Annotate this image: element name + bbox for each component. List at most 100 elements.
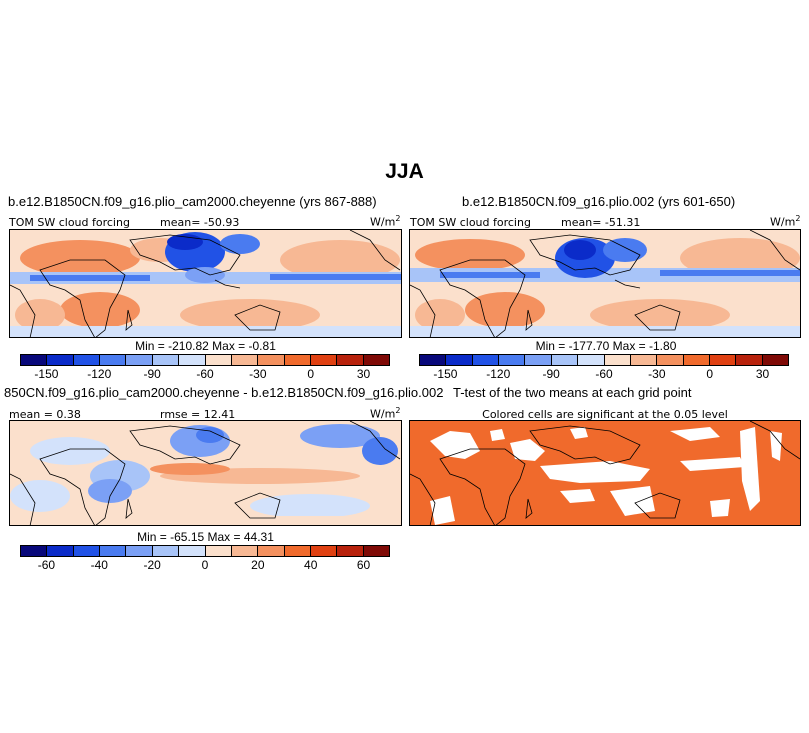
colorbar-box <box>337 355 364 365</box>
colorbar-tick-label: 30 <box>755 367 770 381</box>
colorbar-box <box>231 546 259 556</box>
panel1-units: W/m2 <box>370 214 400 229</box>
colorbar-box <box>525 355 552 365</box>
colorbar-box <box>152 546 180 556</box>
panel3-rmse-label: rmse = 12.41 <box>160 408 236 421</box>
colorbar-tick-label: -150 <box>433 367 458 381</box>
colorbar-box <box>337 546 364 556</box>
colorbar-tick-label: 40 <box>304 558 318 572</box>
colorbar-box <box>205 355 232 365</box>
colorbar-box <box>363 355 390 365</box>
colorbar-tick-label: -120 <box>486 367 511 381</box>
colorbar-box <box>310 546 338 556</box>
panel4-nonsignificant-cells <box>430 427 782 525</box>
panel1-units-text: W/m <box>370 215 396 229</box>
panel4-subtitle: Colored cells are significant at the 0.0… <box>482 408 728 421</box>
panel3-units-text: W/m <box>370 407 396 421</box>
colorbar-tick-label: -30 <box>648 367 666 381</box>
panel2-map <box>409 229 801 338</box>
panel2-title: b.e12.B1850CN.f09_g16.plio.002 (yrs 601-… <box>462 194 736 209</box>
colorbar-box <box>551 355 579 365</box>
season-title: JJA <box>385 160 424 183</box>
panel2-units-sup: 2 <box>795 214 801 223</box>
colorbar-box <box>126 355 153 365</box>
colorbar-box <box>657 355 684 365</box>
colorbar-box <box>258 546 285 556</box>
colorbar-box <box>630 355 658 365</box>
colorbar-tick-label: 60 <box>356 558 371 572</box>
colorbar-box <box>736 355 763 365</box>
colorbar-box <box>73 355 101 365</box>
panel2-colorbar <box>419 354 789 366</box>
colorbar-box <box>126 546 153 556</box>
colorbar-box <box>205 546 232 556</box>
colorbar-tick-label: 0 <box>201 558 209 572</box>
colorbar-box <box>310 355 338 365</box>
panel1-coastlines <box>10 230 401 337</box>
colorbar-tick-label: 30 <box>356 367 371 381</box>
colorbar-box <box>499 355 526 365</box>
panel3-units-sup: 2 <box>395 406 401 415</box>
panel3-field-shading <box>10 424 401 525</box>
panel2-coastlines <box>410 230 800 337</box>
colorbar-tick-label: -30 <box>249 367 267 381</box>
panel4-title: T-test of the two means at each grid poi… <box>453 385 692 400</box>
panel3-minmax: Min = -65.15 Max = 44.31 <box>137 530 274 544</box>
colorbar-box <box>683 355 710 365</box>
colorbar-tick-label: -120 <box>87 367 112 381</box>
colorbar-box <box>179 355 206 365</box>
panel4-coastlines <box>410 421 800 525</box>
colorbar-box <box>152 355 180 365</box>
panel3-units: W/m2 <box>370 406 400 421</box>
panel3-map <box>9 420 402 526</box>
colorbar-box <box>258 355 285 365</box>
colorbar-tick-label: 0 <box>706 367 714 381</box>
colorbar-box <box>21 355 48 365</box>
colorbar-box <box>47 355 74 365</box>
colorbar-tick-label: 0 <box>307 367 315 381</box>
panel1-minmax: Min = -210.82 Max = -0.81 <box>135 339 276 353</box>
colorbar-tick-label: -60 <box>196 367 214 381</box>
colorbar-box <box>363 546 390 556</box>
colorbar-box <box>284 355 311 365</box>
panel1-field-shading <box>10 232 401 337</box>
panel1-units-sup: 2 <box>395 214 401 223</box>
colorbar-tick-label: -40 <box>90 558 108 572</box>
colorbar-box <box>604 355 631 365</box>
panel2-mean-label: mean= -51.31 <box>561 216 641 229</box>
panel1-map <box>9 229 402 338</box>
colorbar-box <box>179 546 206 556</box>
panel3-colorbar <box>20 545 390 557</box>
panel1-title: b.e12.B1850CN.f09_g16.plio_cam2000.cheye… <box>8 194 377 209</box>
colorbar-tick-label: -20 <box>143 558 161 572</box>
colorbar-tick-label: -90 <box>542 367 560 381</box>
colorbar-box <box>709 355 737 365</box>
colorbar-tick-label: 20 <box>251 558 265 572</box>
colorbar-box <box>100 546 127 556</box>
colorbar-box <box>73 546 101 556</box>
colorbar-tick-label: -150 <box>34 367 59 381</box>
panel4-map <box>409 420 801 526</box>
panel3-coastlines <box>10 421 401 525</box>
colorbar-box <box>472 355 500 365</box>
panel1-field-label: TOM SW cloud forcing <box>9 216 130 229</box>
panel2-field-label: TOM SW cloud forcing <box>410 216 531 229</box>
colorbar-box <box>47 546 74 556</box>
colorbar-box <box>231 355 259 365</box>
panel1-colorbar <box>20 354 390 366</box>
colorbar-box <box>762 355 789 365</box>
panel1-mean-label: mean= -50.93 <box>160 216 240 229</box>
colorbar-box <box>420 355 447 365</box>
panel2-units: W/m2 <box>770 214 800 229</box>
colorbar-tick-label: -60 <box>595 367 613 381</box>
panel3-title: 850CN.f09_g16.plio_cam2000.cheyenne - b.… <box>4 385 444 400</box>
colorbar-box <box>100 355 127 365</box>
colorbar-tick-label: -60 <box>37 558 56 572</box>
colorbar-box <box>578 355 605 365</box>
colorbar-box <box>21 546 48 556</box>
colorbar-box <box>446 355 473 365</box>
colorbar-tick-label: -90 <box>143 367 161 381</box>
panel2-units-text: W/m <box>770 215 796 229</box>
colorbar-box <box>284 546 311 556</box>
panel3-mean-label: mean = 0.38 <box>9 408 81 421</box>
